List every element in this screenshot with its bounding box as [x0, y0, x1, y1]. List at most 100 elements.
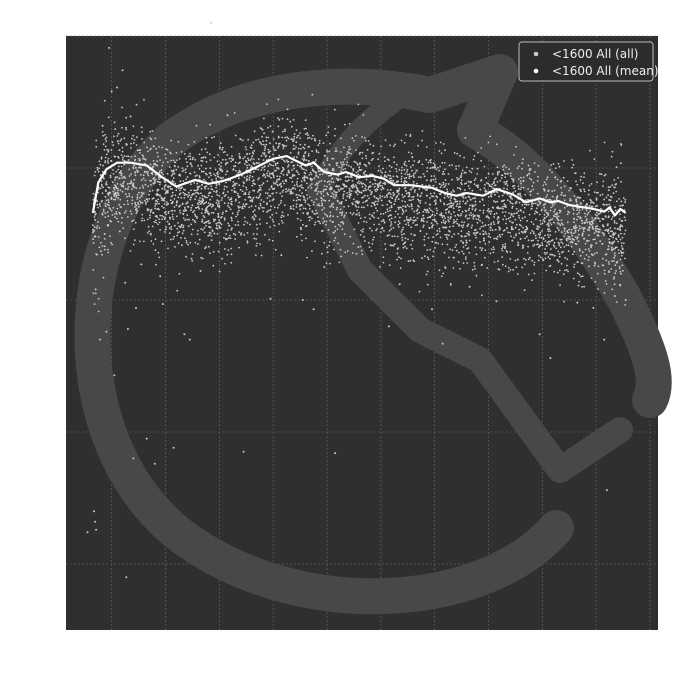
scatter-point	[387, 210, 389, 213]
scatter-point	[326, 157, 329, 160]
scatter-point	[106, 248, 109, 251]
scatter-point	[141, 131, 144, 133]
scatter-point	[196, 206, 199, 208]
scatter-point	[218, 194, 221, 197]
scatter-point	[531, 279, 533, 281]
scatter-point	[334, 197, 336, 200]
scatter-point	[408, 177, 411, 180]
scatter-point	[245, 203, 248, 205]
scatter-point	[377, 198, 380, 201]
scatter-point	[396, 252, 399, 255]
scatter-point	[553, 189, 556, 192]
scatter-point	[462, 200, 465, 203]
scatter-point	[239, 156, 241, 159]
scatter-point	[608, 270, 610, 273]
scatter-point	[274, 248, 277, 251]
scatter-point	[483, 237, 485, 240]
scatter-point	[142, 174, 145, 177]
scatter-point	[415, 169, 418, 172]
scatter-point	[355, 186, 358, 189]
scatter-point	[421, 139, 423, 142]
scatter-point	[245, 188, 248, 191]
scatter-point	[596, 225, 598, 228]
scatter-point	[550, 253, 553, 256]
scatter-point	[269, 297, 272, 300]
scatter-point	[566, 213, 569, 216]
scatter-point	[274, 149, 277, 152]
scatter-point	[261, 206, 263, 209]
scatter-point	[398, 216, 401, 219]
scatter-point	[208, 231, 211, 234]
scatter-point	[469, 204, 471, 207]
scatter-point	[585, 219, 588, 222]
scatter-point	[348, 151, 350, 154]
scatter-point	[346, 180, 349, 183]
scatter-point	[172, 238, 175, 240]
scatter-point	[541, 244, 544, 247]
scatter-point	[440, 212, 443, 215]
scatter-point	[264, 176, 267, 179]
scatter-point	[249, 159, 252, 161]
scatter-point	[109, 219, 112, 222]
scatter-point	[210, 178, 213, 181]
scatter-point	[240, 138, 242, 141]
scatter-point	[586, 221, 589, 224]
scatter-point	[434, 178, 437, 180]
scatter-point	[303, 154, 305, 157]
scatter-point	[297, 198, 300, 201]
scatter-point	[519, 219, 522, 222]
scatter-point	[563, 206, 566, 209]
scatter-point	[516, 167, 519, 170]
scatter-point	[292, 119, 295, 121]
scatter-point	[255, 245, 258, 247]
scatter-point	[468, 196, 471, 199]
scatter-point	[608, 203, 611, 206]
scatter-point	[343, 216, 345, 219]
scatter-point	[614, 272, 617, 275]
scatter-point	[404, 241, 407, 244]
scatter-point	[125, 155, 128, 158]
scatter-point	[604, 280, 607, 282]
scatter-point	[146, 218, 149, 221]
scatter-point	[385, 176, 388, 179]
scatter-point	[96, 203, 99, 206]
scatter-point	[217, 173, 219, 176]
scatter-point	[530, 221, 533, 223]
scatter-point	[400, 175, 403, 178]
scatter-point	[243, 176, 246, 179]
scatter-point	[423, 238, 426, 241]
scatter-point	[150, 184, 152, 186]
scatter-point	[213, 156, 216, 159]
scatter-point	[505, 180, 508, 183]
scatter-point	[383, 156, 386, 159]
scatter-point	[225, 186, 228, 188]
scatter-point	[377, 185, 379, 188]
scatter-point	[593, 252, 596, 255]
scatter-point	[266, 203, 268, 206]
scatter-point	[197, 185, 200, 188]
scatter-point	[113, 198, 115, 201]
scatter-point	[430, 209, 432, 212]
scatter-point	[621, 248, 624, 251]
scatter-point	[321, 198, 323, 200]
scatter-point	[270, 164, 272, 166]
scatter-point	[466, 217, 469, 220]
scatter-point	[526, 174, 529, 176]
scatter-point	[146, 198, 149, 201]
scatter-point	[131, 137, 133, 140]
scatter-point	[177, 222, 180, 224]
scatter-point	[596, 251, 598, 254]
scatter-point	[178, 272, 181, 275]
scatter-point	[303, 127, 306, 130]
scatter-point	[121, 69, 124, 72]
scatter-point	[501, 194, 504, 197]
scatter-point	[320, 192, 323, 195]
scatter-point	[428, 227, 431, 230]
scatter-point	[104, 138, 107, 140]
scatter-point	[400, 139, 403, 142]
scatter-point	[370, 159, 373, 162]
scatter-point	[317, 151, 320, 154]
scatter-point	[405, 176, 408, 179]
scatter-point	[584, 248, 587, 251]
scatter-point	[504, 229, 506, 232]
